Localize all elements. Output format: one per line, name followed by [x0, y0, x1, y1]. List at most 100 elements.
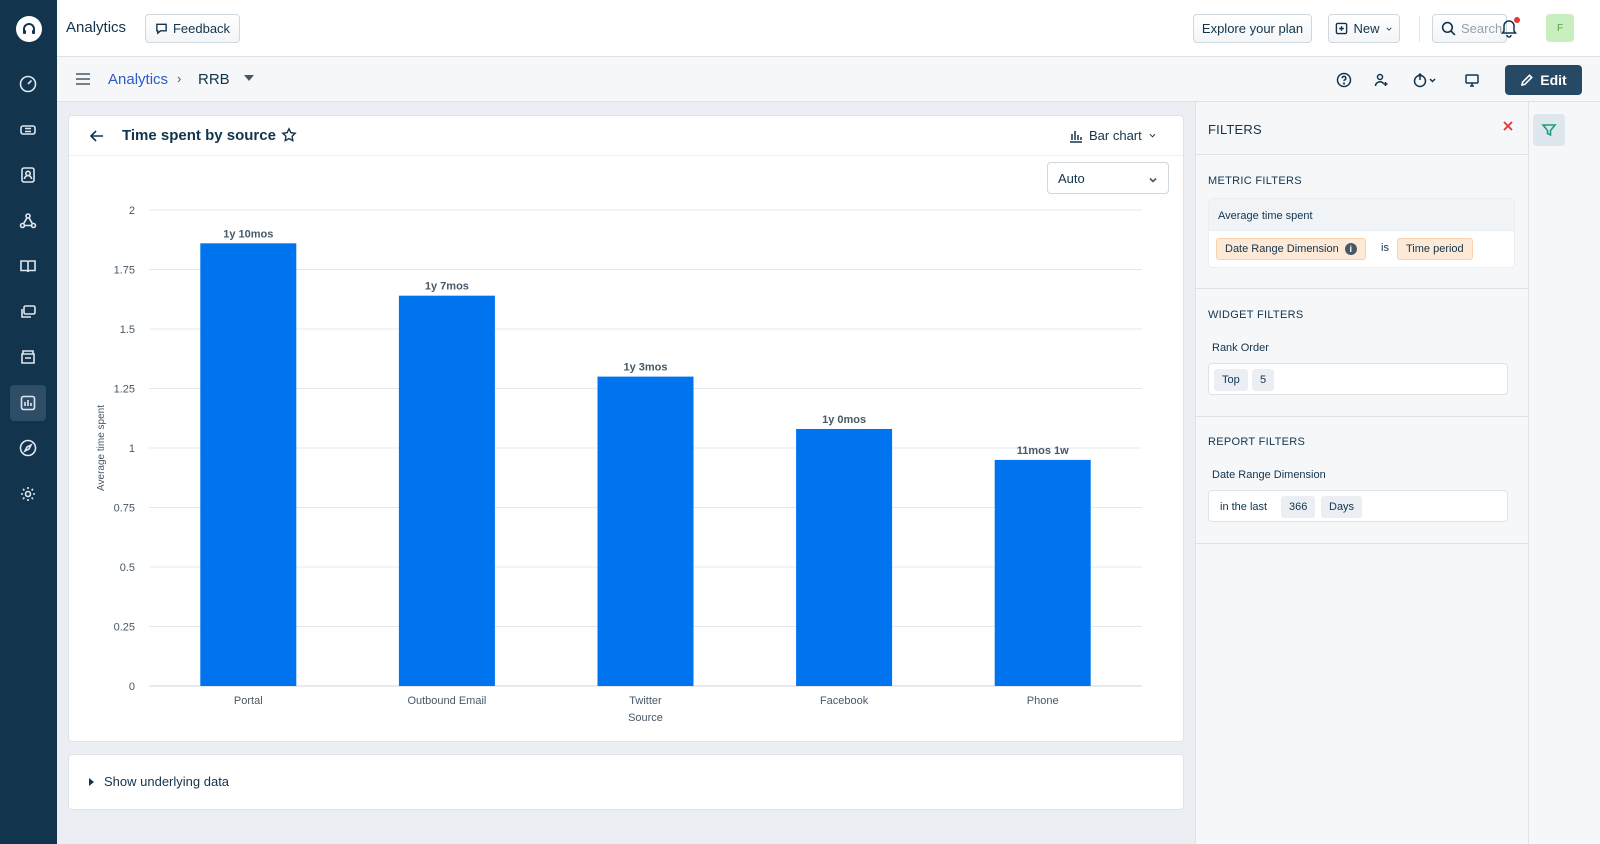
- forums-icon[interactable]: [10, 294, 46, 330]
- expand-caret-icon[interactable]: [89, 778, 94, 786]
- report-filters-title: REPORT FILTERS: [1208, 436, 1306, 448]
- groups-icon[interactable]: [10, 203, 46, 239]
- y-tick-label: 2: [129, 205, 135, 217]
- metric-filters-title: METRIC FILTERS: [1208, 175, 1302, 187]
- export-dropdown-icon[interactable]: [1408, 69, 1442, 91]
- back-arrow-icon[interactable]: [89, 128, 105, 144]
- present-mode-icon[interactable]: [1461, 69, 1483, 91]
- feedback-icon: [156, 23, 167, 35]
- bar-data-label: 1y 0mos: [822, 414, 866, 426]
- tickets-icon[interactable]: [10, 112, 46, 148]
- bar-data-label: 1y 3mos: [623, 362, 667, 374]
- rank-order-direction[interactable]: Top: [1214, 369, 1248, 391]
- date-range-qualifier[interactable]: in the last: [1220, 501, 1268, 513]
- x-tick-label: Facebook: [820, 695, 869, 707]
- chart-type-dropdown[interactable]: Bar chart: [1069, 128, 1157, 143]
- avatar[interactable]: F: [1546, 14, 1574, 42]
- underlying-data-card[interactable]: Show underlying data: [68, 754, 1184, 810]
- notification-dot: [1514, 17, 1520, 23]
- section-divider: [1196, 416, 1528, 417]
- filters-panel: FILTERS METRIC FILTERS Average time spen…: [1195, 102, 1528, 844]
- plus-box-icon: [1336, 22, 1348, 35]
- rank-order-label: Rank Order: [1212, 342, 1269, 354]
- rank-order-field[interactable]: Top 5: [1208, 363, 1508, 395]
- chart-type-label: Bar chart: [1089, 128, 1142, 143]
- y-tick-label: 0.25: [114, 622, 135, 634]
- section-divider: [1196, 543, 1528, 544]
- metric-filter-box: Average time spent Date Range Dimension …: [1208, 198, 1515, 268]
- search-placeholder: Search: [1461, 21, 1503, 36]
- close-icon[interactable]: [1501, 119, 1515, 133]
- date-range-amount[interactable]: 366: [1281, 496, 1316, 518]
- chevron-down-icon: [1148, 173, 1158, 183]
- dashboard-icon[interactable]: [10, 66, 46, 102]
- breadcrumb-analytics-link[interactable]: Analytics: [108, 71, 169, 88]
- sub-toolbar: Analytics › RRB Edit: [57, 57, 1600, 102]
- edit-button[interactable]: Edit: [1505, 65, 1582, 95]
- info-icon[interactable]: i: [1344, 243, 1357, 255]
- bar: [398, 295, 495, 686]
- help-icon[interactable]: [1333, 69, 1355, 91]
- bar-chart-icon: [1070, 130, 1082, 143]
- y-tick-label: 1.75: [114, 265, 135, 277]
- x-tick-label: Portal: [234, 695, 263, 707]
- admin-icon[interactable]: [10, 339, 46, 375]
- edit-label: Edit: [1540, 72, 1567, 88]
- widget-title: Time spent by source: [122, 127, 276, 144]
- x-axis-label: Source: [628, 712, 663, 724]
- show-underlying-data-toggle[interactable]: Show underlying data: [104, 774, 230, 789]
- widget-filters-title: WIDGET FILTERS: [1208, 309, 1304, 321]
- top-bar: Analytics Feedback Explore your plan New…: [57, 0, 1600, 57]
- rank-order-count[interactable]: 5: [1252, 369, 1275, 391]
- explore-plan-button[interactable]: Explore your plan: [1193, 14, 1312, 43]
- y-tick-label: 1.25: [114, 384, 135, 396]
- search-icon: [1441, 21, 1456, 36]
- right-tool-strip: [1528, 102, 1600, 844]
- share-user-icon[interactable]: [1370, 69, 1392, 91]
- filters-title: FILTERS: [1208, 122, 1262, 137]
- contacts-icon[interactable]: [10, 157, 46, 193]
- settings-icon[interactable]: [10, 476, 46, 512]
- solutions-icon[interactable]: [10, 248, 46, 284]
- section-divider: [1196, 288, 1528, 289]
- favorite-star-icon[interactable]: [281, 127, 297, 143]
- metric-dimension-label: Date Range Dimension: [1225, 243, 1339, 255]
- filter-toggle-icon[interactable]: [1533, 114, 1565, 146]
- bar: [994, 459, 1091, 686]
- scale-select-value: Auto: [1058, 171, 1085, 186]
- notifications-bell-icon[interactable]: [1498, 16, 1522, 40]
- metric-dimension-pill[interactable]: Date Range Dimension i: [1216, 238, 1366, 260]
- new-label: New: [1353, 21, 1380, 36]
- chevron-down-icon: [1149, 133, 1156, 138]
- metric-operator: is: [1381, 242, 1389, 254]
- x-tick-label: Outbound Email: [407, 695, 486, 707]
- y-tick-label: 0: [129, 681, 135, 693]
- metric-value-pill[interactable]: Time period: [1397, 238, 1473, 260]
- breadcrumb-current: RRB: [198, 71, 230, 88]
- feedback-button[interactable]: Feedback: [145, 14, 240, 43]
- discover-icon[interactable]: [10, 430, 46, 466]
- x-tick-label: Phone: [1027, 695, 1059, 707]
- explore-plan-label: Explore your plan: [1201, 21, 1304, 36]
- scale-select[interactable]: Auto: [1047, 162, 1169, 194]
- y-tick-label: 0.75: [114, 503, 135, 515]
- date-range-unit[interactable]: Days: [1321, 496, 1363, 518]
- y-tick-label: 0.5: [120, 562, 135, 574]
- left-nav-rail: [0, 0, 57, 844]
- bar-data-label: 1y 10mos: [223, 228, 273, 240]
- hamburger-menu-icon[interactable]: [75, 72, 91, 86]
- x-tick-label: Twitter: [629, 695, 662, 707]
- bar-data-label: 1y 7mos: [425, 281, 469, 293]
- breadcrumb-separator: ›: [177, 71, 182, 86]
- product-logo-icon[interactable]: [16, 16, 42, 42]
- widget-header: Time spent by source Bar chart: [69, 116, 1183, 156]
- chart-widget-card: Time spent by source Bar chart Auto 0 0.2…: [68, 115, 1184, 742]
- report-dropdown-caret-icon[interactable]: [244, 75, 254, 81]
- bar: [200, 243, 297, 686]
- search-input[interactable]: Search: [1432, 14, 1507, 43]
- new-button[interactable]: New: [1328, 14, 1400, 43]
- chevron-down-icon: [1385, 27, 1392, 31]
- bar-data-label: 11mos 1w: [1017, 445, 1069, 457]
- date-range-field[interactable]: in the last 366 Days: [1208, 490, 1508, 522]
- analytics-icon[interactable]: [10, 385, 46, 421]
